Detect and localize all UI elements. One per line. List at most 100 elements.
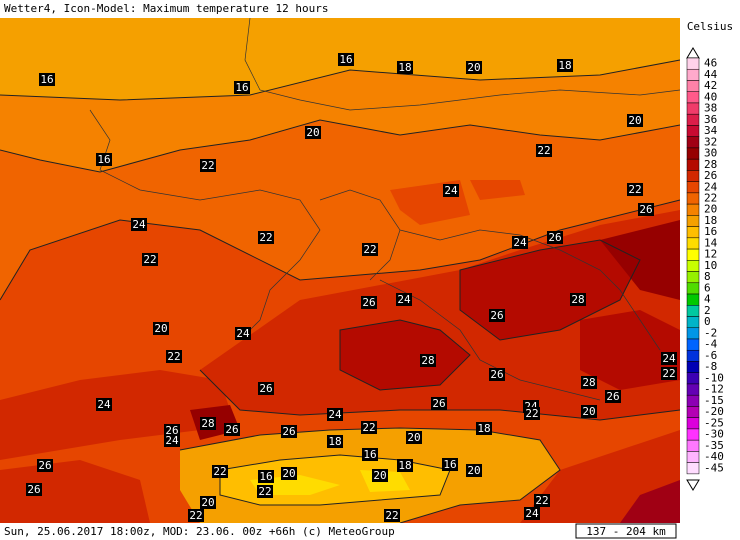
contour-label-text: 24 [397, 293, 411, 306]
contour-label-box [547, 231, 563, 244]
legend-swatch [686, 260, 700, 272]
contour-label-text: 20 [582, 405, 595, 418]
contour-label-box [235, 327, 251, 340]
legend-swatch [686, 203, 700, 216]
legend-label: 14 [704, 236, 718, 249]
legend-swatch [686, 316, 700, 329]
contour-label-box [581, 405, 597, 418]
contour-label: 26 [281, 425, 297, 438]
contour-label-text: 22 [537, 144, 550, 157]
contour-label: 16 [338, 53, 354, 66]
contour-label-text: 16 [97, 153, 110, 166]
legend-swatch [686, 372, 700, 385]
legend-label: -30 [704, 428, 724, 441]
contour-label-box [489, 368, 505, 381]
contour-label: 26 [489, 309, 505, 322]
legend-swatch [686, 215, 700, 227]
contour-label-text: 20 [306, 126, 319, 139]
contour-label: 22 [257, 485, 273, 498]
contour-label-text: 26 [639, 203, 652, 216]
contour-label-text: 28 [421, 354, 434, 367]
contour-label-box [281, 425, 297, 438]
contour-label: 16 [39, 73, 55, 86]
contour-label: 26 [361, 296, 377, 309]
legend-swatch [686, 327, 700, 340]
zone-32 [620, 480, 680, 523]
contour-line [199, 369, 681, 421]
contour-label-box [534, 494, 550, 507]
contour-label-box [361, 421, 377, 434]
contour-label-box [200, 417, 216, 430]
contour-line [219, 454, 451, 506]
legend-label: 30 [704, 147, 717, 160]
contour-label: 20 [372, 469, 388, 482]
contour-label-text: 22 [385, 509, 398, 522]
legend-label: 0 [704, 315, 711, 328]
contour-label: 26 [26, 483, 42, 496]
contour-label-box [605, 390, 621, 403]
contour-label: 22 [627, 183, 643, 196]
map-title: Wetter4, Icon-Model: Maximum temperature… [4, 2, 329, 15]
legend-label: 32 [704, 135, 717, 148]
contour-label-text: 20 [201, 496, 214, 509]
contour-label-text: 22 [167, 350, 180, 363]
contour-label-box [524, 507, 540, 520]
legend-unit: Celsius [687, 20, 733, 33]
contour-label: 26 [489, 368, 505, 381]
legend-label: 18 [704, 214, 717, 227]
contour-label: 24 [512, 236, 528, 249]
contour-label-box [536, 144, 552, 157]
legend-label: -4 [704, 338, 718, 351]
legend-swatch [686, 349, 700, 362]
contour-label-box [224, 423, 240, 436]
contour-label: 26 [37, 459, 53, 472]
legend-swatch [686, 383, 700, 396]
contour-label: 20 [466, 61, 482, 74]
contour-label-box [384, 509, 400, 522]
contour-label-text: 20 [282, 467, 295, 480]
contour-label: 18 [397, 61, 413, 74]
legend-swatch [686, 57, 700, 70]
legend-swatch [686, 147, 700, 160]
contour-label: 22 [361, 421, 377, 434]
contour-label-text: 18 [398, 459, 411, 472]
contour-label-text: 16 [339, 53, 352, 66]
contour-label-box [661, 367, 677, 380]
contour-label-text: 22 [363, 243, 376, 256]
contour-label-text: 18 [398, 61, 411, 74]
contour-label-text: 22 [143, 253, 156, 266]
contour-label: 24 [443, 184, 459, 197]
legend-swatch [686, 248, 700, 261]
contour-label-box [466, 61, 482, 74]
contour-label: 18 [397, 459, 413, 472]
contour-label: 22 [661, 367, 677, 380]
contour-label-text: 18 [328, 435, 341, 448]
legend-swatch [686, 192, 700, 205]
contour-label-box [443, 184, 459, 197]
contour-label: 24 [164, 434, 180, 447]
contour-label-box [131, 218, 147, 231]
contour-label: 28 [581, 376, 597, 389]
contour-label-text: 26 [165, 424, 178, 437]
legend-label: -40 [704, 450, 724, 463]
legend-label: 34 [704, 124, 718, 137]
contour-label-box [37, 459, 53, 472]
contour-label-text: 22 [189, 509, 202, 522]
contour-label-text: 20 [467, 61, 480, 74]
contour-label-text: 26 [38, 459, 51, 472]
contour-label: 16 [234, 81, 250, 94]
contour-label-text: 22 [213, 465, 226, 478]
contour-label-box [200, 159, 216, 172]
legend-swatch [686, 158, 700, 171]
contour-label: 28 [200, 417, 216, 430]
legend-label: -15 [704, 394, 724, 407]
legend-label: 28 [704, 158, 717, 171]
contour-label-box [557, 59, 573, 72]
contour-label: 24 [96, 398, 112, 411]
legend-swatch [686, 439, 700, 452]
legend-swatch [686, 102, 700, 115]
contour-label: 20 [200, 496, 216, 509]
contour-label-text: 24 [525, 507, 539, 520]
contour-label-text: 26 [548, 231, 561, 244]
contour-label: 26 [224, 423, 240, 436]
